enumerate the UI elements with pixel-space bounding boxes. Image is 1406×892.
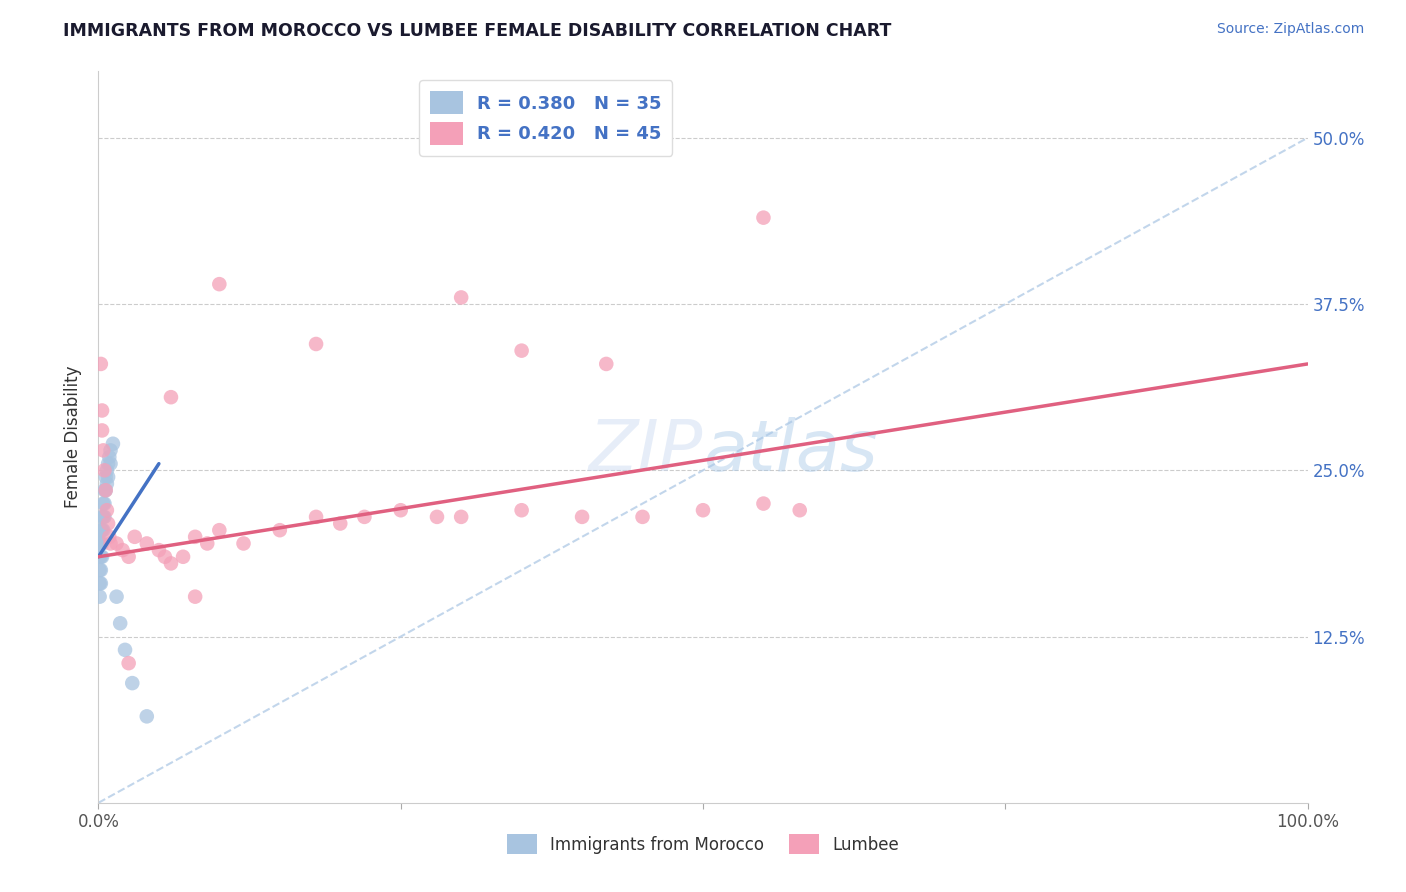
Point	[97, 516, 120, 531]
Text: atlas: atlas	[703, 417, 877, 486]
Point	[96, 503, 118, 517]
Point	[208, 523, 231, 537]
Point	[98, 450, 121, 464]
Point	[91, 523, 114, 537]
Point	[184, 530, 207, 544]
Point	[89, 549, 111, 564]
Point	[89, 536, 111, 550]
Point	[105, 590, 128, 604]
Point	[135, 536, 157, 550]
Point	[353, 509, 375, 524]
Point	[208, 277, 231, 292]
Point	[184, 590, 207, 604]
Point	[90, 563, 112, 577]
Point	[105, 536, 128, 550]
Point	[631, 509, 654, 524]
Point	[91, 509, 114, 524]
Point	[595, 357, 617, 371]
Point	[93, 509, 115, 524]
Point	[90, 549, 112, 564]
Point	[135, 709, 157, 723]
Point	[93, 497, 115, 511]
Point	[89, 563, 111, 577]
Point	[510, 343, 533, 358]
Point	[100, 457, 122, 471]
Point	[124, 530, 146, 544]
Point	[100, 536, 122, 550]
Point	[93, 463, 115, 477]
Point	[121, 676, 143, 690]
Point	[172, 549, 194, 564]
Point	[90, 523, 112, 537]
Point	[108, 616, 131, 631]
Point	[91, 509, 114, 524]
Point	[510, 503, 533, 517]
Point	[111, 543, 134, 558]
Point	[426, 509, 449, 524]
Point	[118, 549, 141, 564]
Point	[96, 476, 118, 491]
Y-axis label: Female Disability: Female Disability	[65, 366, 83, 508]
Point	[94, 483, 117, 498]
Text: Source: ZipAtlas.com: Source: ZipAtlas.com	[1216, 22, 1364, 37]
Point	[789, 503, 811, 517]
Point	[91, 403, 114, 417]
Point	[97, 470, 120, 484]
Text: IMMIGRANTS FROM MOROCCO VS LUMBEE FEMALE DISABILITY CORRELATION CHART: IMMIGRANTS FROM MOROCCO VS LUMBEE FEMALE…	[63, 22, 891, 40]
Point	[450, 509, 472, 524]
Point	[91, 497, 114, 511]
Point	[91, 443, 114, 458]
Point	[389, 503, 412, 517]
Point	[100, 443, 122, 458]
Point	[94, 483, 117, 498]
Legend: Immigrants from Morocco, Lumbee: Immigrants from Morocco, Lumbee	[501, 828, 905, 860]
Point	[90, 536, 112, 550]
Point	[692, 503, 714, 517]
Point	[118, 656, 141, 670]
Point	[305, 509, 328, 524]
Point	[195, 536, 218, 550]
Point	[114, 643, 136, 657]
Point	[91, 549, 114, 564]
Point	[94, 470, 117, 484]
Point	[329, 516, 352, 531]
Point	[160, 557, 183, 571]
Point	[97, 457, 120, 471]
Point	[752, 211, 775, 225]
Point	[305, 337, 328, 351]
Point	[752, 497, 775, 511]
Point	[90, 357, 112, 371]
Point	[232, 536, 254, 550]
Point	[89, 576, 111, 591]
Point	[571, 509, 593, 524]
Point	[89, 590, 111, 604]
Point	[101, 436, 124, 450]
Text: ZIP: ZIP	[589, 417, 703, 486]
Point	[148, 543, 170, 558]
Point	[91, 536, 114, 550]
Point	[160, 390, 183, 404]
Point	[96, 463, 118, 477]
Point	[450, 290, 472, 304]
Point	[90, 576, 112, 591]
Point	[153, 549, 176, 564]
Point	[91, 523, 114, 537]
Point	[91, 424, 114, 438]
Point	[269, 523, 291, 537]
Point	[98, 530, 121, 544]
Point	[93, 483, 115, 498]
